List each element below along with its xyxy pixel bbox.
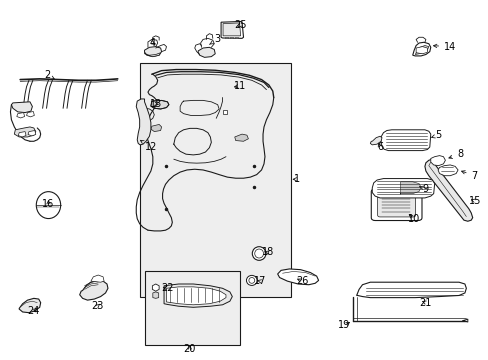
Text: 24: 24 xyxy=(28,306,40,316)
Text: 15: 15 xyxy=(468,196,480,206)
Polygon shape xyxy=(412,42,430,56)
Text: 18: 18 xyxy=(261,247,273,257)
Text: 5: 5 xyxy=(431,130,441,140)
Polygon shape xyxy=(91,275,104,282)
Polygon shape xyxy=(26,112,34,117)
Text: 21: 21 xyxy=(419,298,431,308)
Text: 4: 4 xyxy=(149,38,156,48)
Polygon shape xyxy=(222,110,227,114)
Bar xyxy=(144,271,239,345)
Ellipse shape xyxy=(254,249,263,258)
Polygon shape xyxy=(414,45,428,54)
Polygon shape xyxy=(144,52,160,57)
Polygon shape xyxy=(356,282,466,298)
Polygon shape xyxy=(400,182,420,194)
Polygon shape xyxy=(221,22,243,39)
Polygon shape xyxy=(28,131,36,136)
Ellipse shape xyxy=(248,278,254,283)
Polygon shape xyxy=(151,125,161,132)
Polygon shape xyxy=(277,269,318,285)
Polygon shape xyxy=(144,46,161,57)
Text: 1: 1 xyxy=(293,174,300,184)
Text: 19: 19 xyxy=(338,320,350,330)
Text: 17: 17 xyxy=(253,276,266,286)
Text: 9: 9 xyxy=(419,184,428,194)
Polygon shape xyxy=(153,292,158,298)
Polygon shape xyxy=(198,47,215,57)
FancyBboxPatch shape xyxy=(370,189,421,221)
Text: 7: 7 xyxy=(461,171,477,181)
Text: 11: 11 xyxy=(233,81,245,91)
Text: 16: 16 xyxy=(42,199,55,210)
Bar xyxy=(140,63,290,297)
FancyBboxPatch shape xyxy=(377,193,415,217)
Polygon shape xyxy=(152,284,159,291)
Polygon shape xyxy=(424,159,472,221)
Polygon shape xyxy=(234,134,248,141)
Polygon shape xyxy=(371,179,434,198)
Polygon shape xyxy=(229,37,233,38)
Text: 12: 12 xyxy=(140,140,157,152)
Polygon shape xyxy=(18,132,26,137)
Polygon shape xyxy=(430,156,445,166)
Polygon shape xyxy=(151,100,168,109)
Polygon shape xyxy=(166,287,225,305)
Polygon shape xyxy=(437,165,457,176)
Ellipse shape xyxy=(246,275,257,285)
Text: 26: 26 xyxy=(295,276,307,286)
Polygon shape xyxy=(380,130,430,150)
Polygon shape xyxy=(369,136,381,145)
Text: 3: 3 xyxy=(209,35,220,44)
Polygon shape xyxy=(17,113,24,118)
Text: 23: 23 xyxy=(91,301,103,311)
Ellipse shape xyxy=(252,247,265,260)
Ellipse shape xyxy=(36,192,61,219)
Text: 8: 8 xyxy=(448,149,462,159)
Text: 10: 10 xyxy=(407,214,420,224)
Text: 2: 2 xyxy=(44,70,54,80)
Polygon shape xyxy=(19,298,41,313)
Polygon shape xyxy=(136,99,151,145)
Text: 20: 20 xyxy=(183,344,196,354)
Polygon shape xyxy=(14,127,36,137)
Polygon shape xyxy=(415,46,427,54)
Polygon shape xyxy=(234,37,238,38)
Text: 14: 14 xyxy=(432,42,455,51)
Polygon shape xyxy=(163,284,232,307)
Text: 6: 6 xyxy=(376,142,382,152)
Polygon shape xyxy=(224,37,228,38)
Text: 25: 25 xyxy=(234,20,246,30)
Text: 22: 22 xyxy=(161,283,173,293)
Polygon shape xyxy=(11,102,32,113)
Polygon shape xyxy=(223,23,240,36)
Polygon shape xyxy=(80,280,108,300)
Text: 13: 13 xyxy=(149,99,162,109)
